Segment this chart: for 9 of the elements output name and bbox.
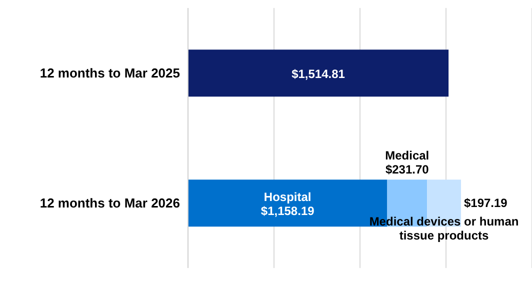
data-label: $1,514.81 bbox=[292, 67, 346, 82]
series-label: Hospital bbox=[264, 190, 312, 204]
series-label: Medical bbox=[385, 148, 430, 163]
y-tick-label: 12 months to Mar 2026 bbox=[40, 196, 180, 211]
data-label: $231.70 bbox=[385, 162, 430, 177]
series-label: Medical devices or human tissue products bbox=[369, 214, 519, 243]
data-label: $197.19 bbox=[464, 196, 508, 210]
data-label: $1,158.19 bbox=[260, 204, 315, 218]
y-tick-label: 12 months to Mar 2025 bbox=[40, 66, 180, 81]
